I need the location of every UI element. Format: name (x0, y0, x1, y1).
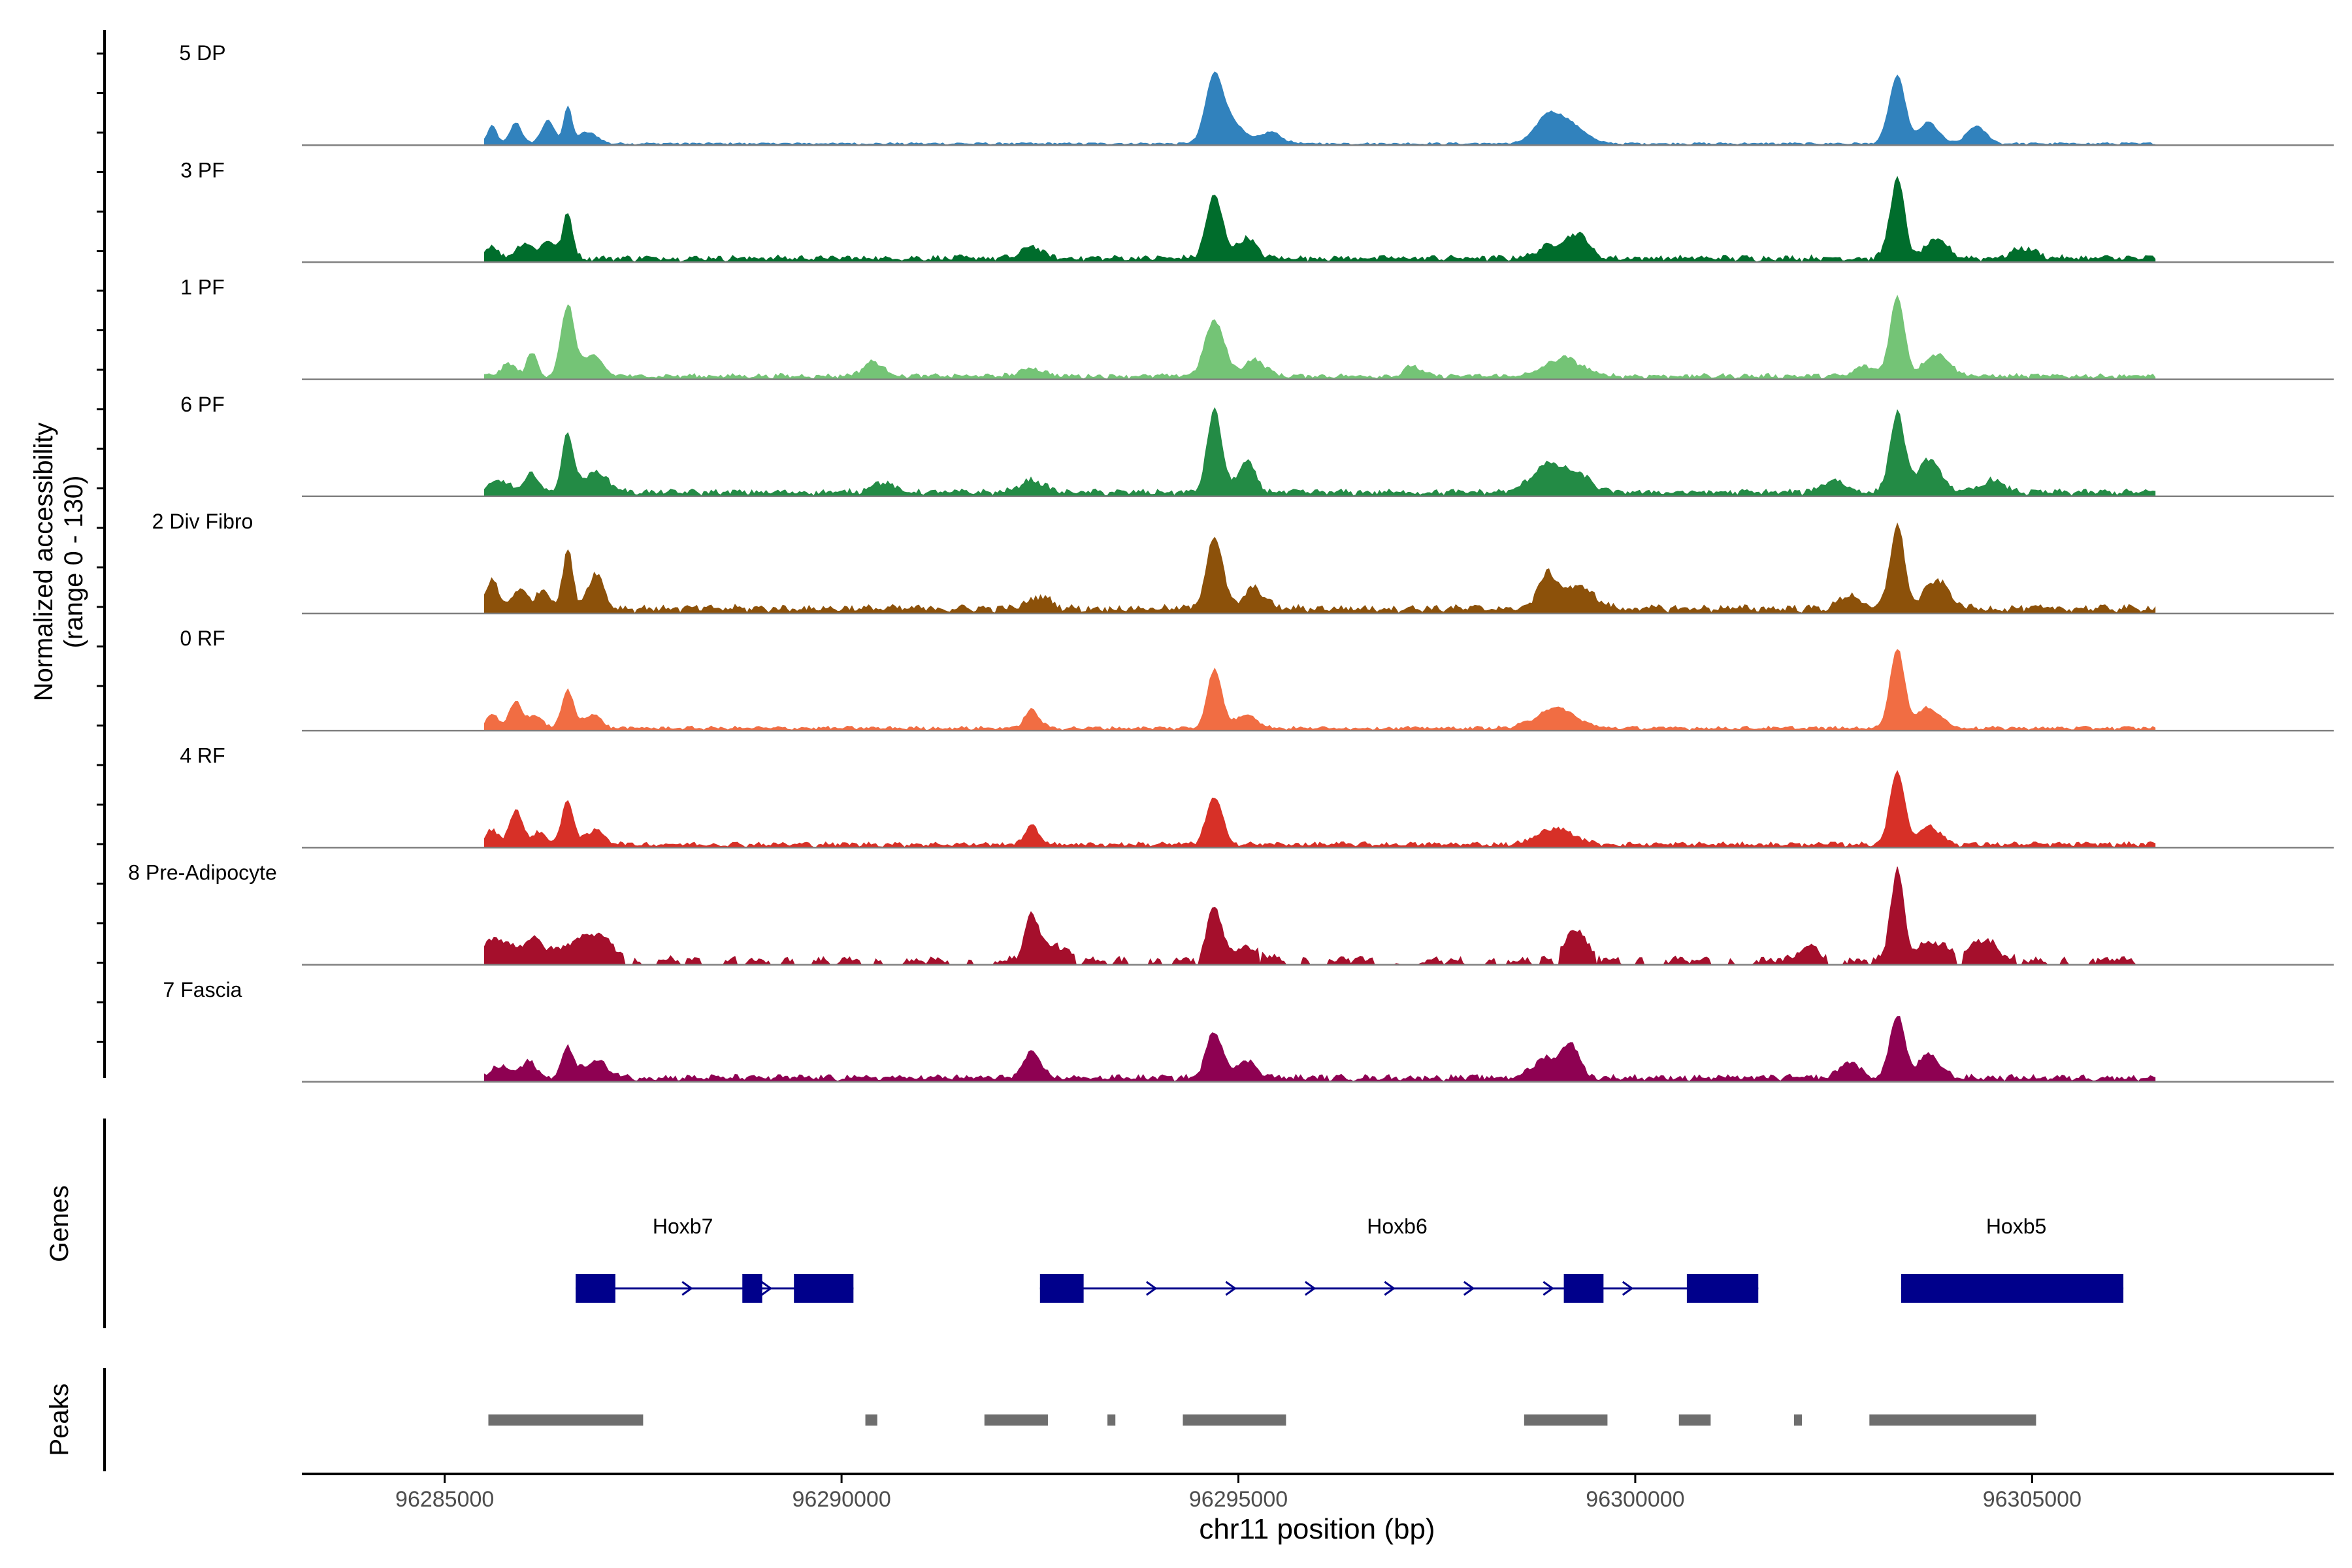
track-9: 7 Fascia (163, 978, 2334, 1083)
x-tick-label: 96285000 (395, 1487, 494, 1512)
strand-arrow (1384, 1281, 1396, 1296)
exon (742, 1274, 762, 1303)
peak-region (488, 1414, 644, 1426)
strand-arrow (760, 1281, 773, 1296)
gene-models: Hoxb7 Hoxb6 Hoxb5 (576, 1215, 2124, 1303)
coverage-area (483, 1016, 2156, 1083)
exon (576, 1274, 615, 1303)
track-6: 0 RF (180, 627, 2334, 732)
strand-arrow (1463, 1281, 1475, 1296)
peak-region (984, 1414, 1048, 1426)
track-label: 1 PF (180, 276, 225, 299)
coverage-area (483, 71, 2156, 146)
peak-region (1524, 1414, 1608, 1426)
peak-region (1183, 1414, 1286, 1426)
gene-hoxb5: Hoxb5 (1901, 1215, 2124, 1303)
genes-panel: Genes Hoxb7 Hoxb6 Hoxb5 (45, 1119, 2124, 1328)
genes-label: Genes (45, 1185, 74, 1262)
strand-arrow (1304, 1281, 1316, 1296)
peak-region (1107, 1414, 1116, 1426)
peak-region (1869, 1414, 2036, 1426)
track-label: 2 Div Fibro (152, 510, 253, 533)
track-8: 8 Pre-Adipocyte (128, 861, 2334, 966)
coverage-area (483, 522, 2156, 614)
exon (794, 1274, 854, 1303)
track-label: 8 Pre-Adipocyte (128, 861, 277, 885)
coverage-area (483, 407, 2156, 497)
peak-regions (488, 1414, 2036, 1426)
track-label: 5 DP (179, 41, 225, 65)
x-tick-label: 96290000 (792, 1487, 890, 1512)
track-1: 5 DP (179, 41, 2334, 146)
exon (1901, 1274, 2124, 1303)
peaks-label: Peaks (45, 1383, 74, 1456)
coverage-tracks: 5 DP 3 PF 1 PF 6 PF 2 Div Fibro 0 RF 4 RF 8 Pre… (128, 41, 2334, 1083)
coverage-area (483, 649, 2156, 731)
x-axis: 96285000 96290000 96295000 96300000 96305000… (302, 1473, 2334, 1545)
track-5: 2 Div Fibro (152, 510, 2334, 615)
track-3: 1 PF (180, 276, 2334, 380)
peaks-panel: Peaks (45, 1368, 2036, 1471)
x-tick-label: 96305000 (1983, 1487, 2082, 1512)
peak-region (1678, 1414, 1711, 1426)
strand-arrow (1146, 1281, 1158, 1296)
track-label: 4 RF (180, 743, 225, 767)
coverage-area (483, 770, 2156, 848)
track-label: 6 PF (180, 393, 225, 416)
gene-label: Hoxb5 (1986, 1215, 2047, 1238)
coverage-y-axis (97, 30, 106, 1078)
x-tick-label: 96300000 (1586, 1487, 1684, 1512)
gene-label: Hoxb6 (1367, 1215, 1428, 1238)
coverage-area (483, 176, 2156, 263)
gene-label: Hoxb7 (653, 1215, 713, 1238)
track-label: 3 PF (180, 158, 225, 182)
track-label: 0 RF (180, 627, 225, 650)
track-7: 4 RF (180, 743, 2334, 849)
peak-region (865, 1414, 877, 1426)
exon (1039, 1274, 1084, 1303)
y-axis-label-line2: (range 0 - 130) (59, 476, 88, 649)
y-axis-label-line1: Normalized accessibility (29, 423, 58, 702)
exon (1686, 1274, 1759, 1303)
x-axis-ticks: 96285000 96290000 96295000 96300000 96305000 (395, 1474, 2082, 1512)
exon (1563, 1274, 1604, 1303)
strand-arrow (1225, 1281, 1237, 1296)
peak-region (1793, 1414, 1803, 1426)
strand-arrow (681, 1281, 693, 1296)
gene-hoxb7: Hoxb7 (576, 1215, 854, 1303)
gene-hoxb6: Hoxb6 (1039, 1215, 1759, 1303)
coverage-area (483, 295, 2156, 380)
track-4: 6 PF (180, 393, 2334, 498)
track-2: 3 PF (180, 158, 2334, 263)
x-axis-label: chr11 position (bp) (1199, 1513, 1435, 1545)
track-label: 7 Fascia (163, 978, 242, 1002)
y-axis-label-range: (range 0 - 130) (59, 476, 88, 649)
x-tick-label: 96295000 (1189, 1487, 1288, 1512)
strand-arrow (1622, 1281, 1634, 1296)
y-axis-label: Normalized accessibility (29, 423, 58, 702)
strand-arrow (1543, 1281, 1554, 1296)
